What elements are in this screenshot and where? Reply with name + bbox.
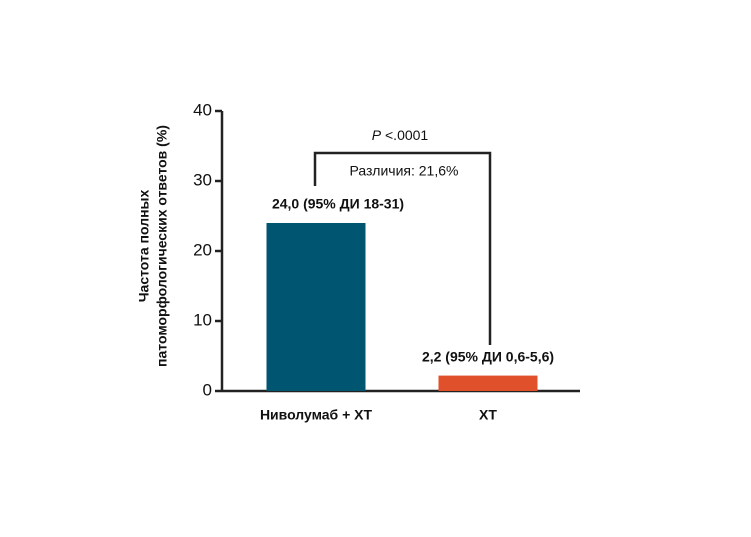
bar xyxy=(266,223,366,391)
y-tick-label: 10 xyxy=(193,310,212,329)
p-text: <.0001 xyxy=(385,127,428,143)
value-label: 2,2 (95% ДИ 0,6-5,6) xyxy=(422,348,554,364)
p-symbol: P xyxy=(372,127,382,143)
bar xyxy=(438,375,538,391)
y-label: Частота полных xyxy=(136,190,152,303)
y-tick-label: 0 xyxy=(203,380,212,399)
y-tick-label: 20 xyxy=(193,240,212,259)
value-label: 24,0 (95% ДИ 18-31) xyxy=(272,196,404,212)
y-tick-label: 40 xyxy=(193,100,212,119)
x-tick-label: ХТ xyxy=(479,407,497,423)
x-tick-label: Ниволумаб + ХТ xyxy=(260,407,373,423)
y-tick-label: 30 xyxy=(193,170,212,189)
difference: Различия: 21,6% xyxy=(350,163,459,179)
significance-bracket xyxy=(313,151,492,345)
y-label: патоморфологических ответов (%) xyxy=(154,125,170,367)
p-value: P <.0001 xyxy=(372,127,429,143)
